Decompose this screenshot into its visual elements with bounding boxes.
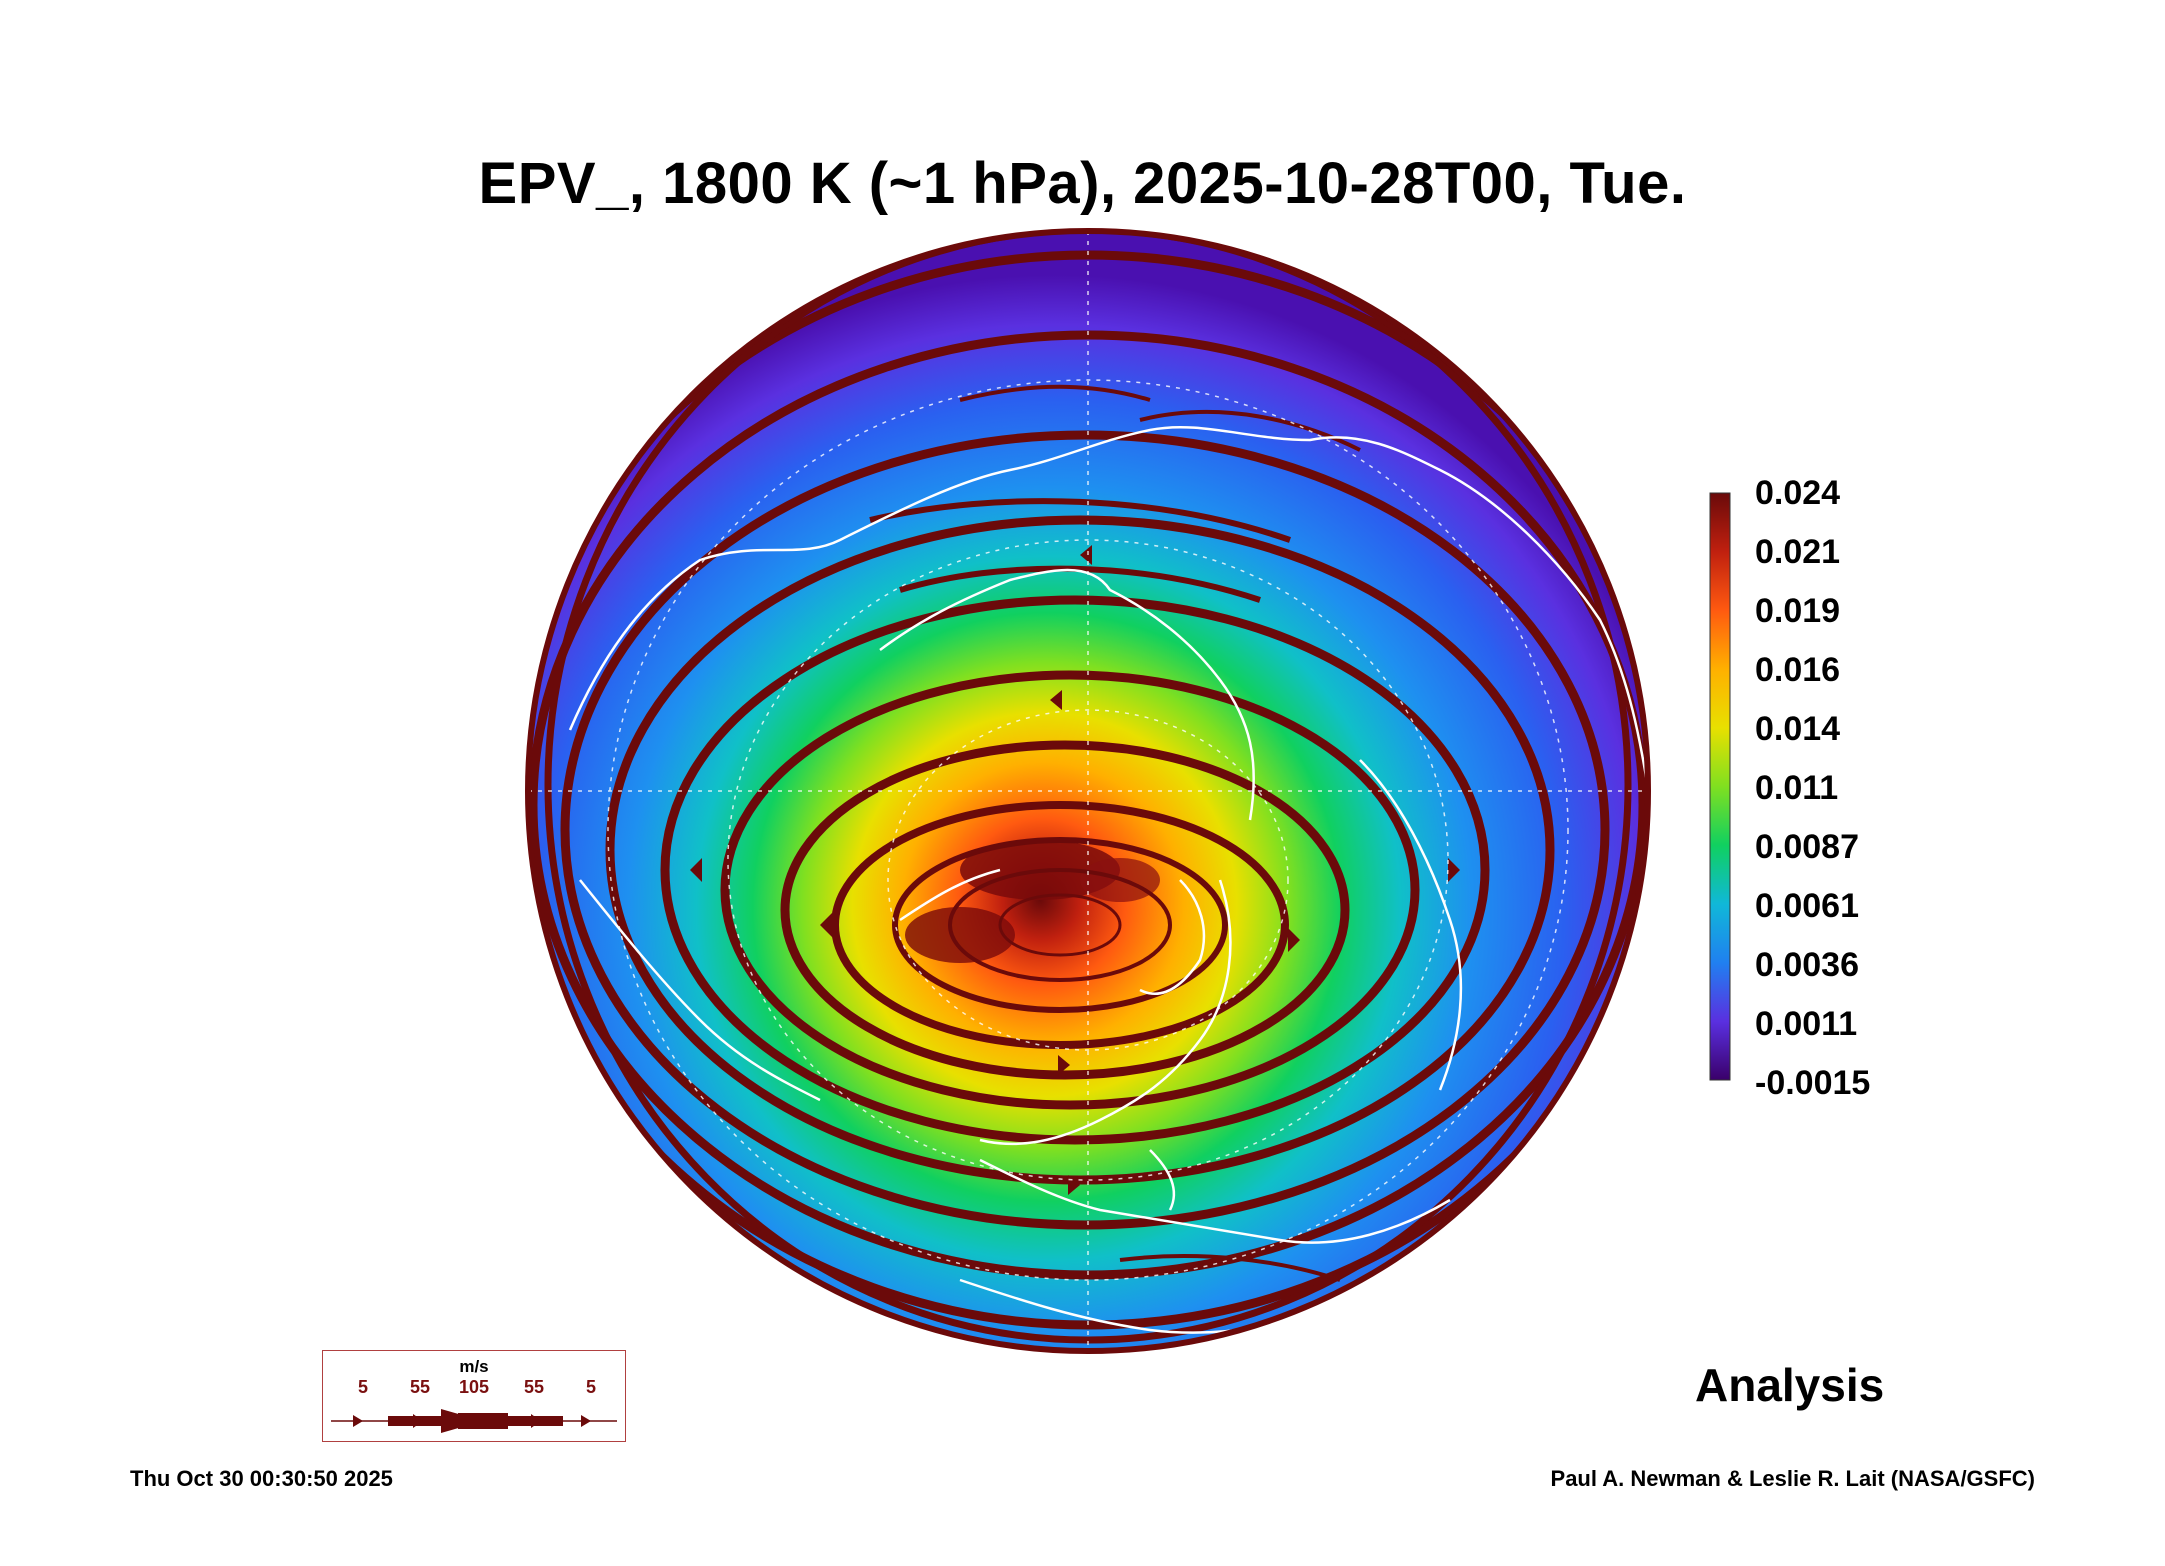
timestamp: Thu Oct 30 00:30:50 2025 <box>130 1466 393 1491</box>
legend-unit: m/s <box>459 1357 489 1376</box>
colorbar-label: 0.021 <box>1755 533 1841 571</box>
colorbar-label: 0.0061 <box>1755 887 1859 925</box>
colorbar-label: 0.0011 <box>1755 1005 1858 1043</box>
colorbar-label: 0.0087 <box>1755 828 1859 866</box>
colorbar-label: 0.016 <box>1755 651 1841 689</box>
legend-arrow <box>331 1409 617 1433</box>
chart-title: EPV_, 1800 K (~1 hPa), 2025-10-28T00, Tu… <box>478 151 1687 216</box>
analysis-label: Analysis <box>1695 1359 1885 1411</box>
legend-value: 55 <box>409 1377 431 1397</box>
colorbar <box>1709 492 1731 1081</box>
legend-value: 5 <box>585 1377 597 1397</box>
globe-border <box>525 228 1651 1354</box>
wind-legend: m/s 5 55 105 55 5 <box>322 1350 626 1442</box>
globe <box>528 231 1648 1351</box>
colorbar-label: 0.024 <box>1755 474 1841 512</box>
colorbar-label: 0.014 <box>1755 710 1841 748</box>
legend-value: 5 <box>357 1377 369 1397</box>
legend-value: 105 <box>458 1377 490 1397</box>
graticule <box>528 231 1648 1351</box>
colorbar-label: 0.011 <box>1755 769 1839 807</box>
streamline-arrows <box>690 545 1460 1195</box>
coastlines <box>568 426 1648 1334</box>
colorbar-label: 0.019 <box>1755 592 1841 630</box>
vortex-core-2 <box>905 907 1015 963</box>
credit: Paul A. Newman & Leslie R. Lait (NASA/GS… <box>1550 1466 2035 1491</box>
colorbar-label: -0.0015 <box>1755 1064 1871 1102</box>
legend-value: 55 <box>523 1377 545 1397</box>
colorbar-label: 0.0036 <box>1755 946 1859 984</box>
